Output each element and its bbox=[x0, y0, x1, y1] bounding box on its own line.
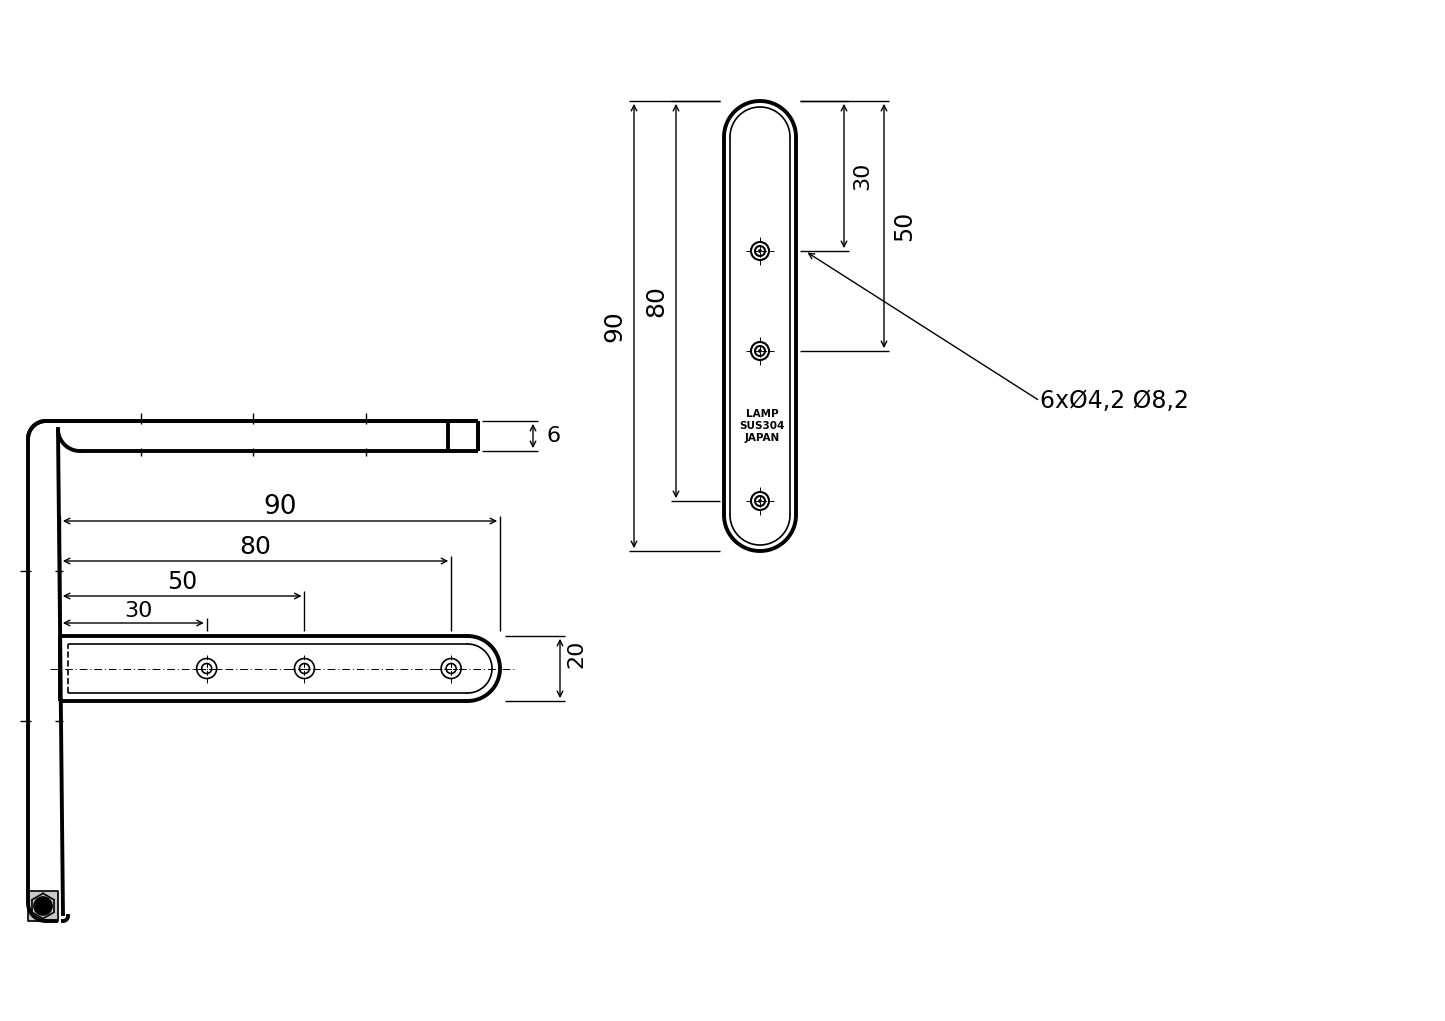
Text: LAMP
SUS304
JAPAN: LAMP SUS304 JAPAN bbox=[740, 408, 785, 443]
Text: 6xØ4,2 Ø8,2: 6xØ4,2 Ø8,2 bbox=[1040, 389, 1189, 414]
Text: 90: 90 bbox=[603, 310, 626, 342]
Text: 30: 30 bbox=[853, 161, 871, 190]
Polygon shape bbox=[27, 891, 58, 921]
Text: 80: 80 bbox=[644, 285, 668, 317]
Circle shape bbox=[759, 249, 762, 252]
Text: 90: 90 bbox=[263, 494, 296, 520]
Text: 20: 20 bbox=[566, 640, 587, 669]
Circle shape bbox=[759, 349, 762, 352]
Text: 50: 50 bbox=[892, 211, 916, 241]
Text: 30: 30 bbox=[124, 601, 153, 621]
Text: 6: 6 bbox=[548, 426, 561, 446]
Circle shape bbox=[759, 499, 762, 502]
Circle shape bbox=[35, 897, 52, 915]
Text: 80: 80 bbox=[240, 535, 272, 560]
Text: 50: 50 bbox=[168, 570, 198, 594]
